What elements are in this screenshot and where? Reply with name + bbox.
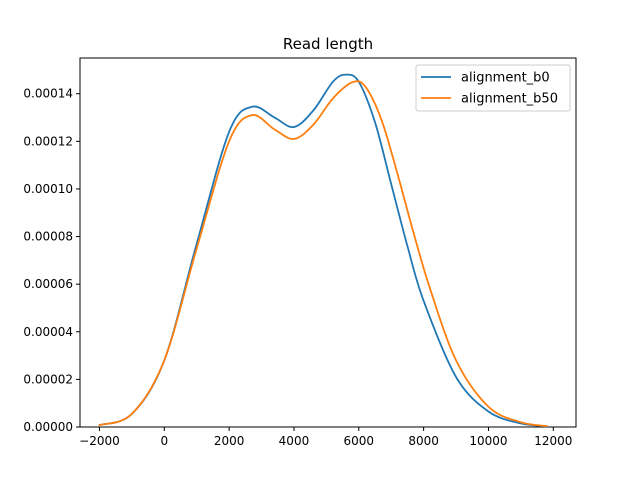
y-tick-label: 0.00002 [23,372,73,386]
y-tick-label: 0.00014 [23,87,73,101]
x-tick-label: 4000 [279,434,310,448]
x-tick-label: −2000 [79,434,120,448]
x-tick-label: 0 [160,434,168,448]
legend-box [415,64,571,112]
legend-label: alignment_b0 [461,71,550,86]
x-tick-label: 2000 [214,434,245,448]
y-tick-label: 0.00004 [23,325,73,339]
y-tick-label: 0.00000 [23,420,73,434]
series-line-alignment_b50 [98,80,548,427]
x-tick-label: 8000 [408,434,439,448]
y-tick-label: 0.00010 [23,182,73,196]
x-tick-label: 6000 [344,434,375,448]
y-tick-label: 0.00006 [23,277,73,291]
x-tick-label: 12000 [534,434,572,448]
x-axis: −2000 0 2000 4000 6000 8000 10000 12000 [79,427,572,448]
legend-label: alignment_b50 [461,92,558,107]
legend: alignment_b0 alignment_b50 [415,64,571,112]
y-tick-label: 0.00008 [23,230,73,244]
x-tick-label: 10000 [469,434,507,448]
y-tick-label: 0.00012 [23,134,73,148]
y-axis: 0.00000 0.00002 0.00004 0.00006 0.00008 0.000… [23,87,80,434]
plot-area-frame [79,57,577,428]
series-line-alignment_b0 [98,73,548,428]
series-lines [98,73,548,428]
chart-title: Read length [283,35,373,53]
